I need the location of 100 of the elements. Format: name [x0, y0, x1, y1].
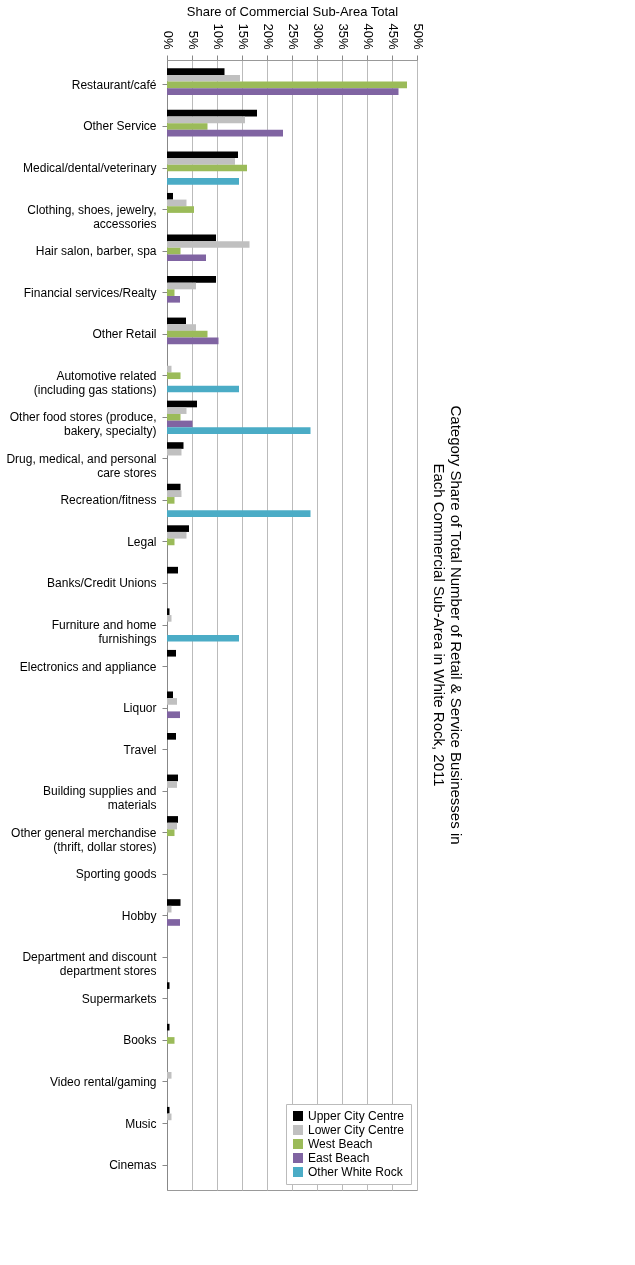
bar: [167, 829, 175, 837]
bar: [167, 276, 216, 283]
bar: [167, 634, 239, 642]
y-tick-label: Medical/dental/veterinary: [23, 161, 157, 176]
y-tick-label: Recreation/fitness: [60, 493, 157, 508]
y-tick-label: Books: [123, 1033, 157, 1048]
bar: [167, 400, 197, 408]
y-tick-label: Hair salon, barber, spa: [35, 244, 157, 259]
bar: [167, 649, 176, 657]
bar: [167, 129, 283, 137]
bar: [167, 1037, 175, 1044]
bar: [167, 442, 184, 449]
x-tick-label: 50%: [410, 23, 426, 50]
y-tick-label: Department and discount department stores: [22, 950, 158, 979]
y-tick-label: Electronics and appliance: [19, 659, 157, 674]
x-tick-label: 40%: [360, 23, 376, 50]
bar: [167, 905, 172, 913]
x-tick-label: 20%: [260, 23, 276, 50]
bar: [167, 711, 180, 719]
x-tick-label: 45%: [385, 23, 401, 50]
text: Category Share of Total Number of Retail & Service Businesses in Each Commercial Sub-Area in White Rock, 2011: [431, 405, 465, 845]
bar: [167, 330, 208, 338]
bar: [167, 68, 225, 75]
y-tick-label: Other Retail: [92, 327, 157, 342]
bar: [167, 317, 186, 325]
bar: [167, 698, 177, 705]
bar: [167, 525, 189, 532]
bar: [167, 372, 181, 380]
bar: [167, 123, 208, 130]
y-tick-label: Building supplies and materials: [43, 784, 157, 813]
y-tick-label: Banks/Credit Unions: [47, 576, 157, 591]
bar: [167, 448, 182, 456]
legend-label: Upper City Centre: [308, 1109, 405, 1123]
y-tick-label: Video rental/gaming: [49, 1074, 157, 1089]
x-tick-label: 5%: [185, 30, 201, 50]
bar: [167, 822, 177, 830]
bar: [167, 510, 311, 517]
bar: [167, 816, 178, 823]
y-tick-label: Other general merchandise (thrift, dollar stores): [11, 825, 157, 854]
legend-label: Lower City Centre: [308, 1123, 405, 1137]
legend-label: Other White Rock: [308, 1165, 404, 1179]
x-tick-label: 25%: [285, 23, 301, 50]
bar: [167, 199, 187, 207]
bar: [167, 490, 182, 498]
bar: [167, 497, 175, 504]
bar: [167, 781, 177, 788]
x-tick-label: 0%: [160, 30, 176, 50]
bar: [167, 151, 238, 159]
x-axis-title: Share of Commercial Sub-Area Total: [186, 4, 399, 20]
bar: [167, 483, 181, 491]
bar: [167, 691, 173, 699]
bar: [167, 247, 181, 255]
bar: [167, 295, 180, 303]
bar: [167, 1106, 170, 1114]
bar: [167, 192, 173, 200]
x-tick-label: 15%: [235, 23, 251, 50]
bar: [167, 337, 219, 345]
bar: [167, 413, 181, 421]
y-tick-label: Automotive related (including gas stations): [33, 368, 157, 397]
bar: [167, 531, 187, 539]
y-tick-label: Legal: [127, 534, 157, 549]
bar: [167, 1072, 172, 1079]
y-tick-label: Other Service: [83, 119, 157, 134]
bar: [167, 608, 170, 616]
bar: [167, 982, 170, 989]
bar: [167, 289, 175, 296]
legend-label: East Beach: [308, 1151, 370, 1165]
bar: [167, 420, 193, 428]
bar: [167, 538, 175, 546]
bar: [167, 427, 311, 434]
y-tick-label: Cinemas: [109, 1158, 157, 1173]
bar: [167, 365, 172, 373]
bar: [167, 919, 180, 926]
bar: [167, 385, 239, 393]
y-tick-label: Restaurant/café: [71, 77, 157, 92]
y-tick-label: Hobby: [121, 908, 157, 923]
y-tick-label: Drug, medical, and personal care stores: [6, 451, 157, 480]
y-tick-label: Liquor: [123, 701, 157, 716]
bar: [167, 109, 257, 117]
x-tick-label: 30%: [310, 23, 326, 50]
bar: [167, 206, 194, 213]
bar: [167, 81, 407, 89]
bar: [167, 164, 247, 172]
y-tick-label: Financial services/Realty: [23, 285, 157, 300]
y-tick-label: Furniture and home furnishings: [51, 618, 157, 646]
bar: [167, 899, 181, 906]
y-tick-label: Music: [125, 1116, 157, 1131]
bar: [167, 158, 235, 165]
x-tick-label: 35%: [335, 23, 351, 50]
bar: [167, 234, 216, 242]
bar: [167, 615, 172, 622]
bar: [167, 74, 240, 82]
bar: [167, 774, 178, 782]
y-tick-label: Other food stores (produce, bakery, specialty): [9, 410, 157, 439]
y-tick-label: Sporting goods: [75, 867, 157, 882]
bar: [167, 177, 239, 185]
x-tick-label: 10%: [210, 23, 226, 50]
bar: [167, 254, 206, 262]
bar: [167, 88, 399, 95]
y-tick-label: Supermarkets: [81, 991, 157, 1006]
